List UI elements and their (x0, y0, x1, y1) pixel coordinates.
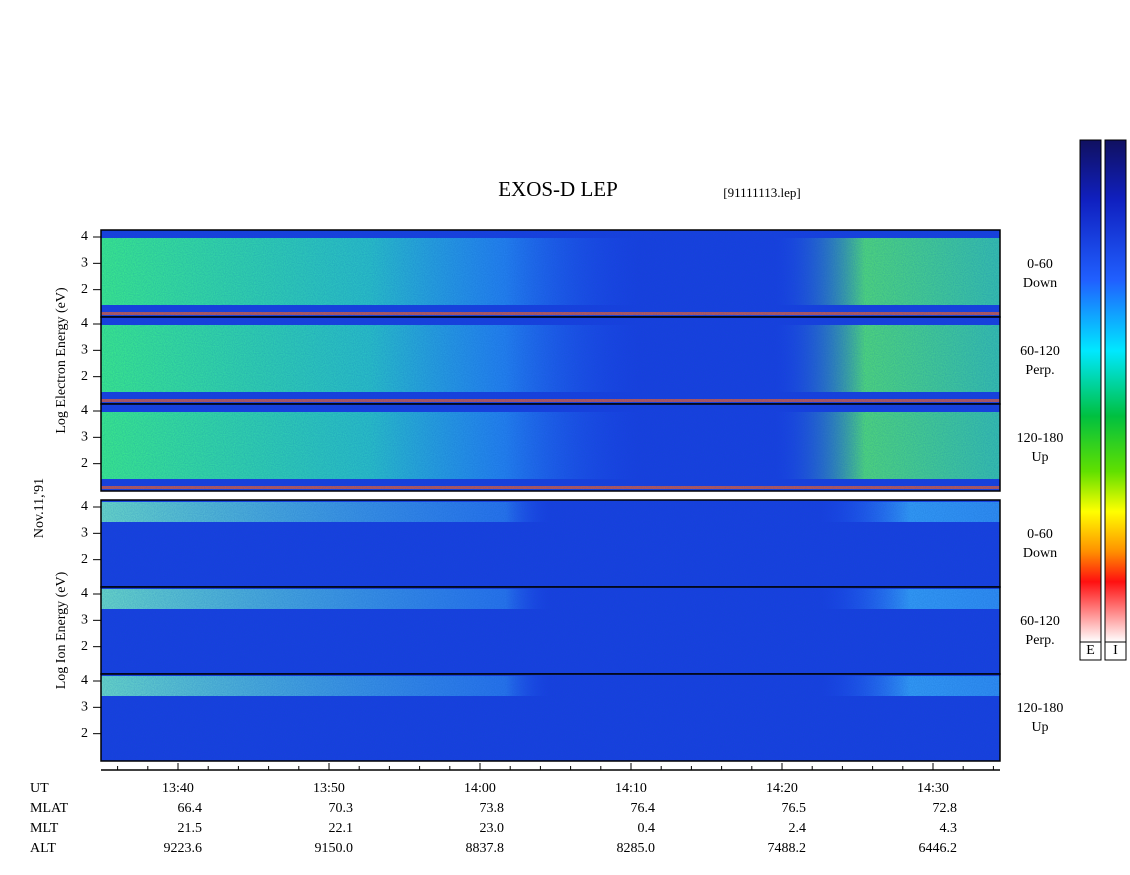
spectrogram-grain (101, 230, 1000, 317)
color-bar (1104, 139, 1127, 643)
orbit-value: 7488.2 (768, 841, 807, 856)
time-label: 14:00 (464, 781, 496, 796)
direction-label: Up (1031, 720, 1048, 735)
y-tick-label: 3 (81, 256, 88, 271)
y-tick-label: 2 (81, 369, 88, 384)
y-tick-label: 3 (81, 343, 88, 358)
orbit-value: 8837.8 (466, 841, 505, 856)
orbit-value: 22.1 (329, 821, 354, 836)
y-tick-label: 2 (81, 282, 88, 297)
row-label: MLT (30, 821, 59, 836)
y-tick-label: 4 (81, 673, 88, 688)
orbit-value: 9223.6 (164, 841, 203, 856)
color-bar-label: I (1113, 643, 1118, 658)
orbit-value: 21.5 (178, 821, 203, 836)
orbit-value: 76.4 (631, 801, 656, 816)
panel-frame (100, 673, 1001, 762)
date: Nov.11,'91 (32, 478, 47, 538)
y-tick-label: 3 (81, 700, 88, 715)
orbit-value: 66.4 (178, 801, 203, 816)
orbit-value: 76.5 (782, 801, 807, 816)
y-tick-label: 3 (81, 430, 88, 445)
orbit-value: 0.4 (638, 821, 656, 836)
direction-label: Down (1023, 546, 1057, 561)
y-tick-label: 3 (81, 526, 88, 541)
y-tick-label: 2 (81, 552, 88, 567)
angle-label: 120-180 (1017, 431, 1064, 446)
orbit-value: 73.8 (480, 801, 505, 816)
direction-label: Down (1023, 276, 1057, 291)
y-tick-label: 4 (81, 229, 88, 244)
color-bar-box (1079, 641, 1102, 661)
direction-label: Perp. (1025, 363, 1054, 378)
time-label: 14:10 (615, 781, 647, 796)
y-axis-label: Log Electron Energy (eV) (54, 287, 69, 434)
spectrogram-grain (101, 674, 1000, 761)
time-label: 14:20 (766, 781, 798, 796)
orbit-value: 23.0 (480, 821, 505, 836)
y-axis-label: Log Ion Energy (eV) (54, 571, 69, 689)
orbit-value: 70.3 (329, 801, 354, 816)
y-tick-label: 4 (81, 403, 88, 418)
spectrogram-grain (101, 317, 1000, 404)
color-bar-box (1104, 641, 1127, 661)
y-tick-label: 3 (81, 613, 88, 628)
angle-label: 120-180 (1017, 701, 1064, 716)
spectrogram-grain (101, 500, 1000, 587)
orbit-value: 2.4 (789, 821, 807, 836)
spectrogram-grain (101, 404, 1000, 491)
y-tick-label: 2 (81, 726, 88, 741)
y-tick-label: 4 (81, 586, 88, 601)
color-bar-label: E (1086, 643, 1095, 658)
title: EXOS-D LEP (498, 177, 618, 201)
row-label: ALT (30, 841, 56, 856)
y-tick-label: 2 (81, 456, 88, 471)
y-tick-label: 4 (81, 316, 88, 331)
y-tick-label: 4 (81, 499, 88, 514)
direction-label: Perp. (1025, 633, 1054, 648)
time-label: 14:30 (917, 781, 949, 796)
angle-label: 0-60 (1027, 527, 1053, 542)
panel-frame (100, 403, 1001, 492)
angle-label: 60-120 (1020, 614, 1060, 629)
time-label: 13:40 (162, 781, 194, 796)
row-label: UT (30, 781, 49, 796)
angle-label: 0-60 (1027, 257, 1053, 272)
orbit-value: 9150.0 (315, 841, 354, 856)
orbit-value: 8285.0 (617, 841, 656, 856)
orbit-value: 6446.2 (919, 841, 958, 856)
file-name: [91111113.lep] (723, 185, 800, 200)
row-label: MLAT (30, 801, 69, 816)
spectrogram-grain (101, 587, 1000, 674)
direction-label: Up (1031, 450, 1048, 465)
y-tick-label: 2 (81, 639, 88, 654)
angle-label: 60-120 (1020, 344, 1060, 359)
time-label: 13:50 (313, 781, 345, 796)
color-bar (1079, 139, 1102, 643)
orbit-value: 4.3 (940, 821, 958, 836)
orbit-value: 72.8 (933, 801, 958, 816)
